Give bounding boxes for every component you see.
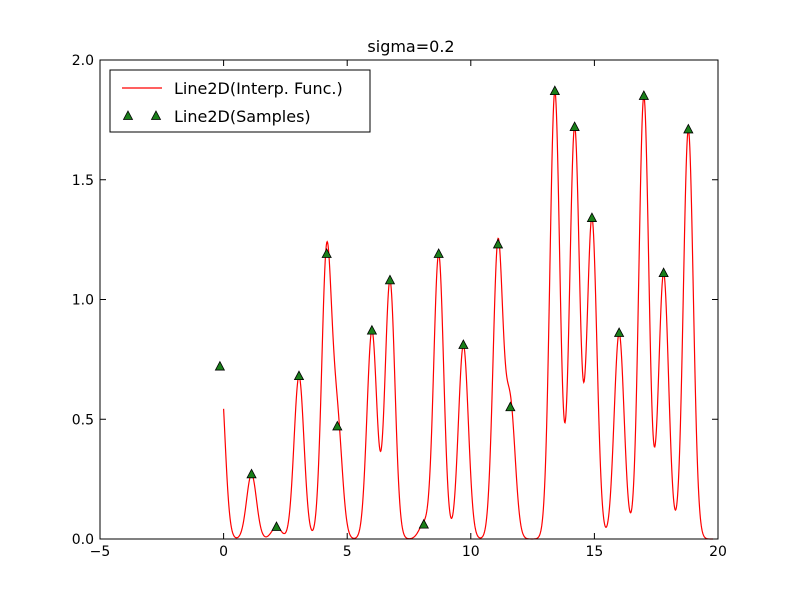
legend-label-interp: Line2D(Interp. Func.) (174, 79, 343, 98)
y-tick-label: 0.5 (72, 412, 94, 428)
legend-label-samples: Line2D(Samples) (174, 107, 311, 126)
data-point-sample (293, 370, 305, 381)
legend-triangle-marker-icon (150, 110, 162, 120)
data-point-sample (683, 123, 694, 134)
legend: Line2D(Interp. Func.) Line2D(Samples) (109, 69, 371, 133)
y-axis: 0.0 0.5 1.0 1.5 2.0 (72, 53, 718, 548)
data-point-sample (418, 518, 429, 529)
legend-box (109, 69, 371, 133)
data-point-sample (433, 248, 444, 258)
y-tick-label: 2.0 (72, 53, 94, 69)
data-point-sample (214, 360, 226, 371)
y-tick-label: 1.0 (72, 293, 94, 309)
y-tick-label: 0.0 (72, 532, 94, 548)
x-tick-label: 20 (709, 544, 727, 560)
x-axis: −5 0 5 10 15 20 (90, 60, 727, 560)
data-point-sample (658, 267, 669, 278)
data-point-sample (458, 339, 469, 349)
x-tick-label: 15 (585, 544, 603, 560)
data-point-sample (366, 324, 378, 335)
y-tick-label: 1.5 (72, 173, 94, 189)
x-tick-label: 10 (462, 544, 480, 560)
data-point-sample (321, 248, 332, 258)
data-point-sample (246, 468, 257, 479)
data-point-sample (613, 327, 625, 337)
x-tick-label: −5 (90, 544, 111, 560)
data-point-sample (586, 212, 598, 222)
data-point-sample (569, 121, 580, 131)
legend-triangle-marker-icon (122, 110, 134, 120)
data-point-sample (505, 401, 516, 412)
data-point-sample (384, 274, 396, 285)
data-point-sample (638, 90, 650, 100)
chart-title: sigma=0.2 (367, 37, 454, 56)
series-line-interp-func (223, 88, 714, 540)
data-point-sample (492, 238, 504, 249)
x-tick-label: 5 (343, 544, 352, 560)
plot-area (214, 85, 714, 540)
x-tick-label: 0 (219, 544, 228, 560)
data-point-sample (549, 85, 561, 96)
data-point-sample (271, 521, 282, 531)
data-point-sample (332, 420, 343, 431)
